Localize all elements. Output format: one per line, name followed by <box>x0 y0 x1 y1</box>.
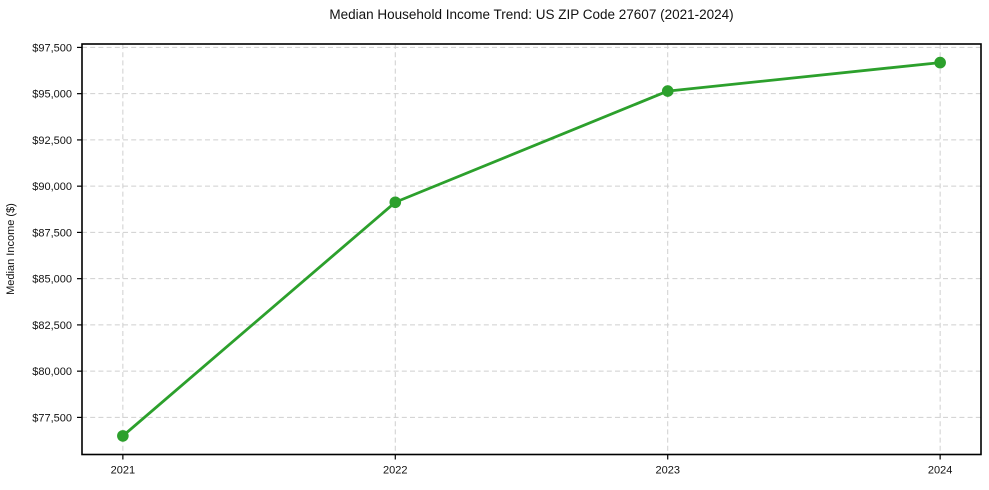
plot-border <box>81 43 982 456</box>
y-tick-label: $90,000 <box>32 181 72 193</box>
x-tick-labels: 2021 2022 2023 2024 <box>111 465 953 477</box>
y-tick-label: $95,000 <box>32 89 72 101</box>
y-tick-label: $85,000 <box>32 274 72 286</box>
data-point <box>661 85 674 97</box>
y-tick-labels: $77,500 $80,000 $82,500 $85,000 $87,500 $90,0… <box>32 42 72 424</box>
y-tick-label: $97,500 <box>32 42 72 54</box>
data-point <box>934 56 946 69</box>
tick-marks <box>77 46 941 460</box>
x-tick-label: 2024 <box>928 465 952 477</box>
data-line <box>121 61 942 438</box>
y-tick-label: $77,500 <box>32 412 72 424</box>
data-point <box>117 430 129 442</box>
x-tick-label: 2022 <box>383 465 407 477</box>
x-tick-label: 2023 <box>655 465 679 477</box>
data-point <box>389 196 402 209</box>
y-tick-label: $80,000 <box>32 366 72 378</box>
y-tick-label: $92,500 <box>32 135 72 147</box>
y-tick-label: $82,500 <box>32 320 72 332</box>
y-tick-label: $87,500 <box>32 227 72 239</box>
gridlines <box>82 44 981 455</box>
x-tick-label: 2021 <box>111 465 135 477</box>
chart-title: Median Household Income Trend: US ZIP Co… <box>329 7 734 22</box>
